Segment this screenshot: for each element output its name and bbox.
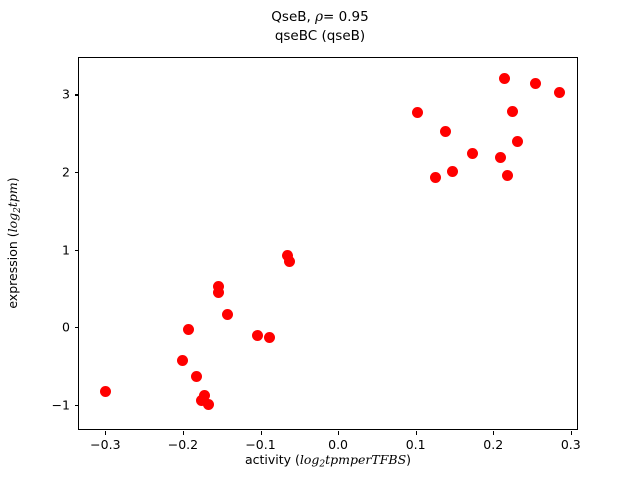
data-point — [284, 255, 296, 267]
data-point — [203, 399, 215, 411]
data-point — [176, 355, 188, 367]
x-axis-tick — [338, 431, 340, 435]
x-axis-tick-label: 0.2 — [483, 437, 504, 452]
y-axis-label-math: log2tpm — [5, 182, 23, 233]
data-point — [511, 136, 523, 148]
data-point — [199, 390, 211, 402]
x-axis-tick-label: 0.0 — [328, 437, 349, 452]
plot-data-area — [79, 58, 577, 429]
data-point — [191, 371, 203, 383]
y-axis-label: expression (log2tpm) — [5, 177, 23, 308]
x-axis-tick — [260, 431, 262, 435]
y-axis-tick — [75, 94, 79, 96]
x-axis-tick-label: −0.2 — [167, 437, 199, 452]
data-point — [412, 106, 424, 118]
x-axis-tick — [105, 431, 107, 435]
data-point — [446, 165, 458, 177]
data-point — [429, 172, 441, 184]
data-point — [99, 386, 111, 398]
chart-title-block: QseB, ρ= 0.95 qseBC (qseB) — [0, 8, 640, 46]
y-axis-tick — [75, 327, 79, 329]
y-axis-tick-label: 3 — [62, 86, 70, 102]
y-axis-tick-label: 1 — [62, 242, 70, 258]
x-axis-tick — [493, 431, 495, 435]
y-axis-tick — [75, 249, 79, 251]
x-axis-tick — [570, 431, 572, 435]
data-point — [501, 169, 513, 181]
y-axis-tick-label: 2 — [62, 164, 70, 180]
data-point — [213, 280, 225, 292]
y-axis-tick — [75, 404, 79, 407]
chart-title-prefix: QseB, — [271, 9, 316, 25]
x-axis-tick — [182, 431, 185, 435]
x-axis-tick-label: 0.1 — [405, 437, 426, 452]
y-axis-label-prefix: expression ( — [5, 232, 21, 309]
plot-axes: −0.3 −0.2 −0.1 0.0 0.1 0.2 0.3 −1 0 1 2 3 — [52, 57, 581, 452]
data-point — [251, 330, 263, 342]
data-point — [221, 308, 233, 320]
chart-subtitle: qseBC (qseB) — [274, 28, 366, 44]
x-axis-tick-label: −0.3 — [90, 437, 121, 452]
rho-value: = 0.95 — [323, 9, 369, 25]
x-axis-label-prefix: activity ( — [244, 452, 300, 467]
y-axis-tick-label: 0 — [62, 319, 70, 335]
data-point — [440, 126, 452, 138]
x-axis-tick-label: −0.1 — [245, 437, 276, 452]
x-axis-tick — [415, 431, 417, 435]
data-point — [213, 286, 225, 298]
data-point — [553, 87, 565, 99]
data-point — [182, 324, 194, 336]
data-point — [263, 331, 275, 343]
x-axis-label: activity (log2tpmperTFBS) — [78, 452, 578, 470]
data-point — [499, 72, 511, 84]
data-point — [529, 78, 541, 90]
x-axis-label-suffix: ) — [406, 452, 412, 467]
y-axis-label-suffix: ) — [5, 177, 21, 183]
data-point — [466, 147, 478, 159]
chart-title: QseB, ρ= 0.95 — [0, 8, 640, 27]
data-point — [494, 151, 506, 163]
y-axis-tick-label: −1 — [51, 397, 70, 413]
x-axis-tick-label: 0.3 — [560, 437, 581, 452]
y-axis-tick — [75, 172, 79, 174]
data-point — [507, 106, 519, 118]
rho-symbol: ρ — [315, 9, 324, 25]
x-axis-label-math: log2tpmperTFBS — [299, 452, 407, 470]
